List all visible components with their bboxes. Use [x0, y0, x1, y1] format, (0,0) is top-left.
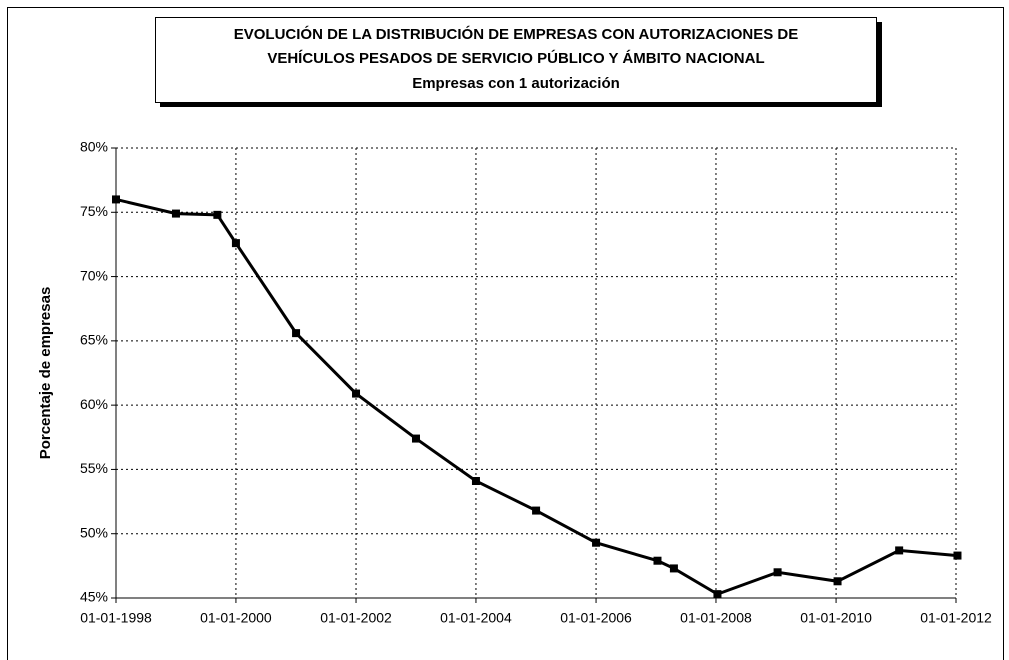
marker	[112, 195, 120, 204]
y-axis-title: Porcentaje de empresas	[37, 287, 54, 460]
y-tick-label: 45%	[80, 589, 108, 605]
line	[115, 197, 958, 596]
y-tick-label: 70%	[80, 267, 108, 283]
marker	[895, 546, 904, 555]
chart-title: VEHÍCULOS PESADOS DE SERVICIO PÚBLICO Y …	[267, 49, 764, 67]
y-tick-label: 80%	[80, 139, 108, 155]
y-tick-label: 65%	[80, 332, 108, 348]
marker	[532, 506, 541, 515]
y-tick-label: 50%	[80, 524, 108, 540]
marker	[292, 329, 301, 338]
marker	[653, 556, 662, 565]
marker	[411, 434, 420, 443]
y-tick-label: 55%	[80, 460, 108, 476]
x-tick-label: 01-01-2008	[680, 610, 752, 626]
marker	[592, 538, 601, 547]
x-tick-label: 01-01-2002	[320, 610, 392, 626]
y-tick-label: 60%	[80, 396, 108, 412]
marker	[171, 209, 180, 218]
marker	[713, 590, 722, 599]
chart-title: EVOLUCIÓN DE LA DISTRIBUCIÓN DE EMPRESAS…	[234, 25, 799, 43]
x-tick-label: 01-01-1998	[80, 610, 152, 626]
marker	[833, 577, 842, 586]
x-tick-label: 01-01-2012	[920, 610, 992, 626]
marker	[352, 389, 361, 398]
x-tick-label: 01-01-2006	[560, 610, 632, 626]
y-tick-label: 75%	[80, 203, 108, 219]
marker	[213, 210, 222, 219]
chart-subtitle: Empresas con 1 autorización	[412, 75, 620, 92]
chart-frame	[7, 7, 1004, 660]
x-tick-label: 01-01-2010	[800, 610, 872, 626]
marker	[773, 568, 782, 577]
marker	[471, 477, 480, 485]
x-tick-label: 01-01-2000	[200, 610, 272, 626]
title-box	[155, 17, 877, 103]
marker	[953, 551, 962, 560]
marker	[231, 239, 240, 248]
x-tick-label: 01-01-2004	[440, 610, 512, 626]
marker	[669, 564, 678, 573]
